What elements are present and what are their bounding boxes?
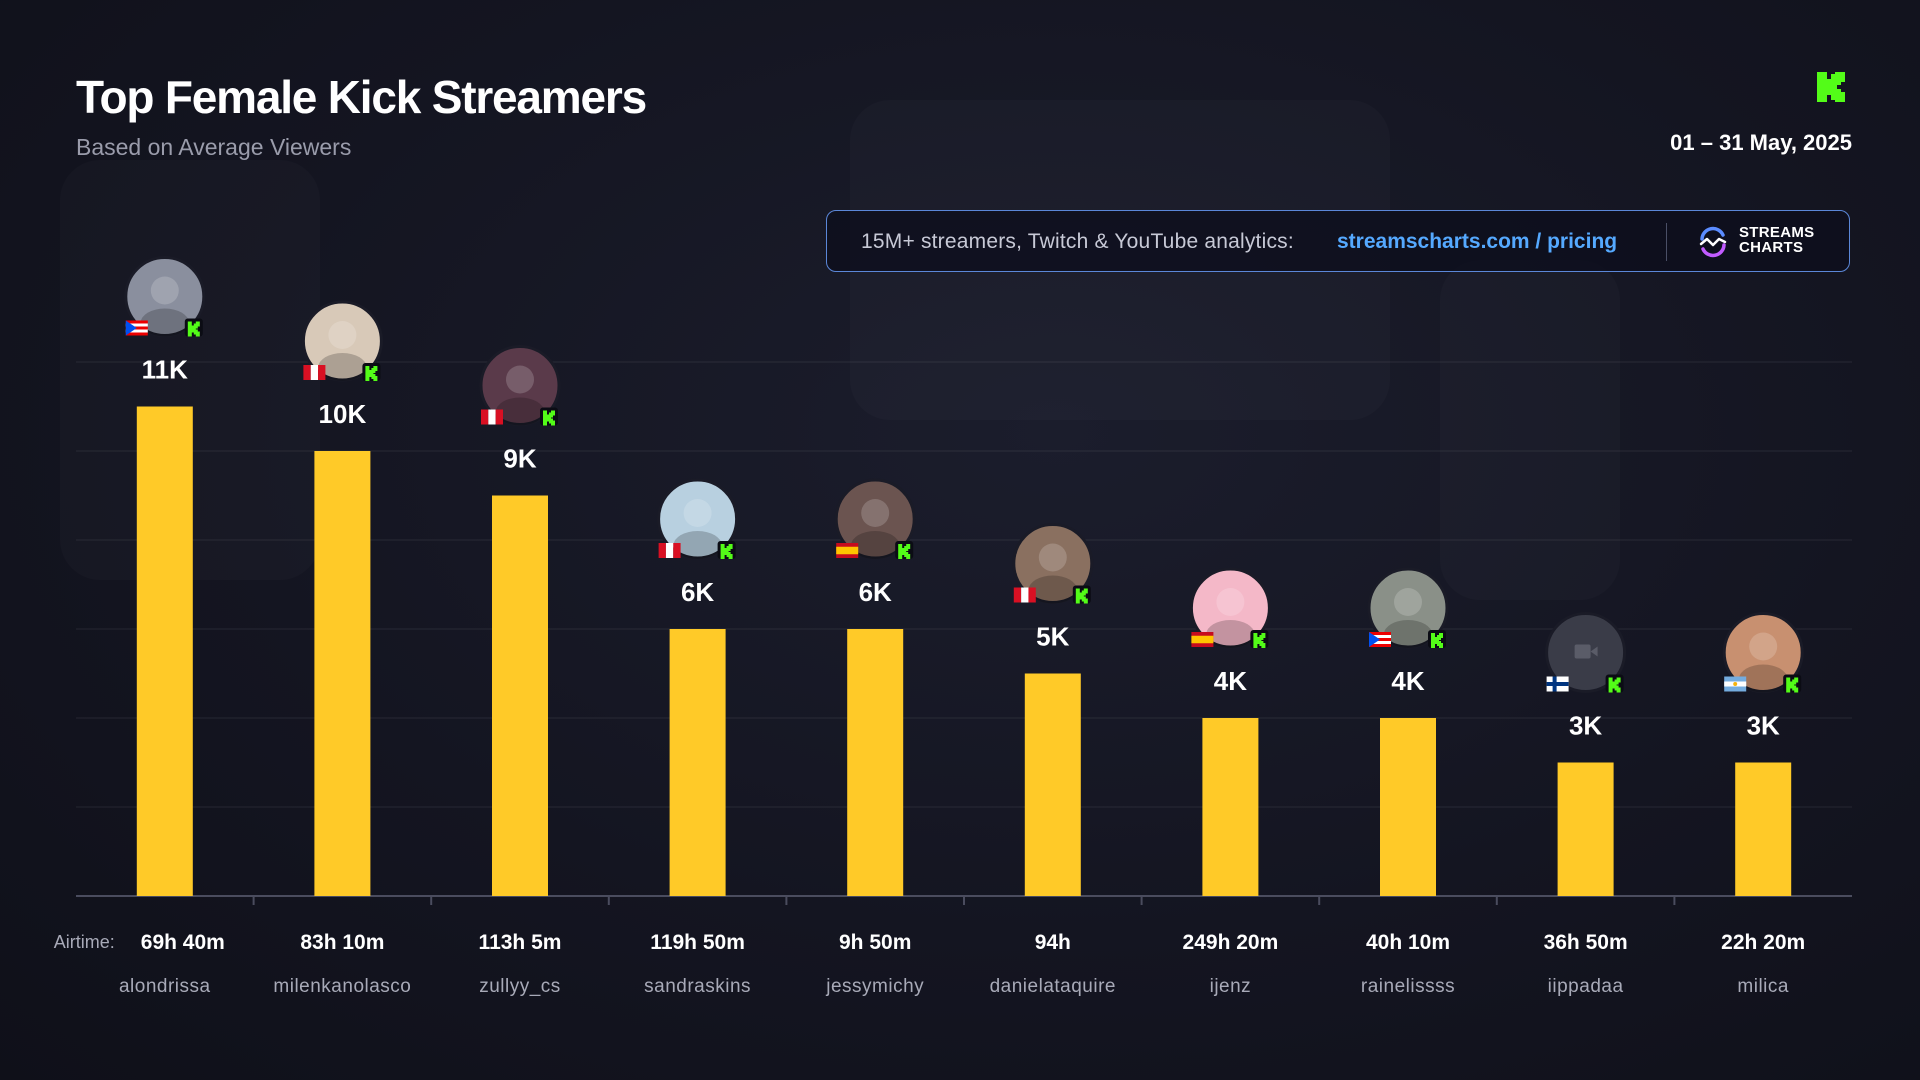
bar-value-label: 4K xyxy=(1391,666,1424,696)
streamer-avatar xyxy=(657,478,739,560)
airtime-value: 113h 5m xyxy=(479,931,562,954)
page-subtitle: Based on Average Viewers xyxy=(76,134,352,160)
bar xyxy=(492,495,548,896)
bar-value-label: 10K xyxy=(319,399,367,429)
bar xyxy=(669,629,726,896)
streamer-avatar xyxy=(1367,567,1449,649)
airtime-value: 22h 20m xyxy=(1721,931,1805,954)
airtime-label: Airtime: xyxy=(54,932,115,952)
flag-pr-icon xyxy=(1369,632,1391,647)
streamer-avatar xyxy=(1012,523,1094,604)
bar-value-label: 9K xyxy=(503,444,536,474)
airtime-value: 83h 10m xyxy=(300,931,384,954)
promo-banner[interactable]: 15M+ streamers, Twitch & YouTube analyti… xyxy=(826,210,1850,272)
flag-es-icon xyxy=(836,543,859,558)
date-range: 01 – 31 May, 2025 xyxy=(1670,130,1852,155)
page-title: Top Female Kick Streamers xyxy=(76,71,647,123)
kick-badge-icon xyxy=(1428,630,1446,648)
bar-value-label: 4K xyxy=(1214,666,1247,696)
airtime-value: 119h 50m xyxy=(650,931,745,954)
streamer-name: milica xyxy=(1737,976,1789,997)
airtime-value: 40h 10m xyxy=(1366,931,1450,954)
flag-pe-icon xyxy=(1013,587,1036,603)
streamer-avatar xyxy=(834,478,916,560)
flag-ar-icon xyxy=(1724,676,1747,692)
streamer-name: sandraskins xyxy=(644,976,751,997)
streamer-avatar xyxy=(1189,567,1271,649)
kick-badge-icon xyxy=(895,541,914,559)
bar xyxy=(314,451,371,896)
streamer-name: zullyy_cs xyxy=(479,976,561,997)
promo-link[interactable]: streamscharts.com / pricing xyxy=(1337,230,1618,253)
kick-badge-icon xyxy=(1783,674,1802,693)
bar-value-label: 11K xyxy=(142,355,188,385)
airtime-value: 94h xyxy=(1035,931,1071,954)
flag-es-icon xyxy=(1191,632,1214,647)
bar-value-label: 3K xyxy=(1569,711,1602,741)
flag-pe-icon xyxy=(303,365,326,380)
bar-value-label: 3K xyxy=(1747,711,1780,741)
kick-badge-icon xyxy=(1250,630,1269,648)
bar-value-label: 5K xyxy=(1036,622,1069,652)
bar-value-label: 6K xyxy=(859,577,892,607)
bar xyxy=(1202,718,1259,896)
flag-fi-icon xyxy=(1546,676,1569,692)
flag-pe-icon xyxy=(658,543,681,558)
streamer-avatar xyxy=(301,300,383,382)
airtime-value: 249h 20m xyxy=(1183,931,1279,954)
kick-badge-icon xyxy=(1605,674,1624,693)
streamer-avatar xyxy=(1545,612,1627,693)
kick-logo-icon xyxy=(1817,72,1845,102)
streamer-name: alondrissa xyxy=(119,976,211,997)
airtime-value: 36h 50m xyxy=(1544,931,1628,954)
streamer-avatar xyxy=(1722,612,1804,693)
promo-divider xyxy=(1666,223,1667,261)
kick-badge-icon xyxy=(717,541,736,559)
kick-badge-icon xyxy=(184,318,203,337)
kick-badge-icon xyxy=(362,363,381,381)
streams-charts-logo-icon xyxy=(1699,226,1727,258)
promo-text: 15M+ streamers, Twitch & YouTube analyti… xyxy=(861,230,1294,253)
bar-value-label: 6K xyxy=(681,577,714,607)
camera-icon xyxy=(1574,644,1591,659)
kick-badge-icon xyxy=(540,407,558,426)
airtime-value: 69h 40m xyxy=(141,931,225,954)
streamer-name: iippadaa xyxy=(1548,976,1624,997)
streamer-name: danielataquire xyxy=(990,976,1116,997)
flag-pr-icon xyxy=(125,320,148,336)
bar xyxy=(1380,718,1436,896)
streams-charts-wordmark: STREAMS CHARTS xyxy=(1739,224,1815,256)
kick-badge-icon xyxy=(1072,585,1091,604)
bar xyxy=(847,629,904,896)
streamer-avatar xyxy=(124,256,206,337)
streamer-name: milenkanolasco xyxy=(273,976,411,997)
airtime-value: 9h 50m xyxy=(839,931,911,954)
bar xyxy=(1557,762,1614,896)
bar xyxy=(1024,673,1081,896)
streamer-avatar xyxy=(479,345,561,426)
flag-pe-icon xyxy=(481,409,503,425)
streamer-name: jessymichy xyxy=(825,976,924,997)
streamer-name: ijenz xyxy=(1210,976,1252,997)
streamer-name: rainelissss xyxy=(1361,976,1455,997)
bar xyxy=(1735,762,1792,896)
bar xyxy=(136,406,193,896)
